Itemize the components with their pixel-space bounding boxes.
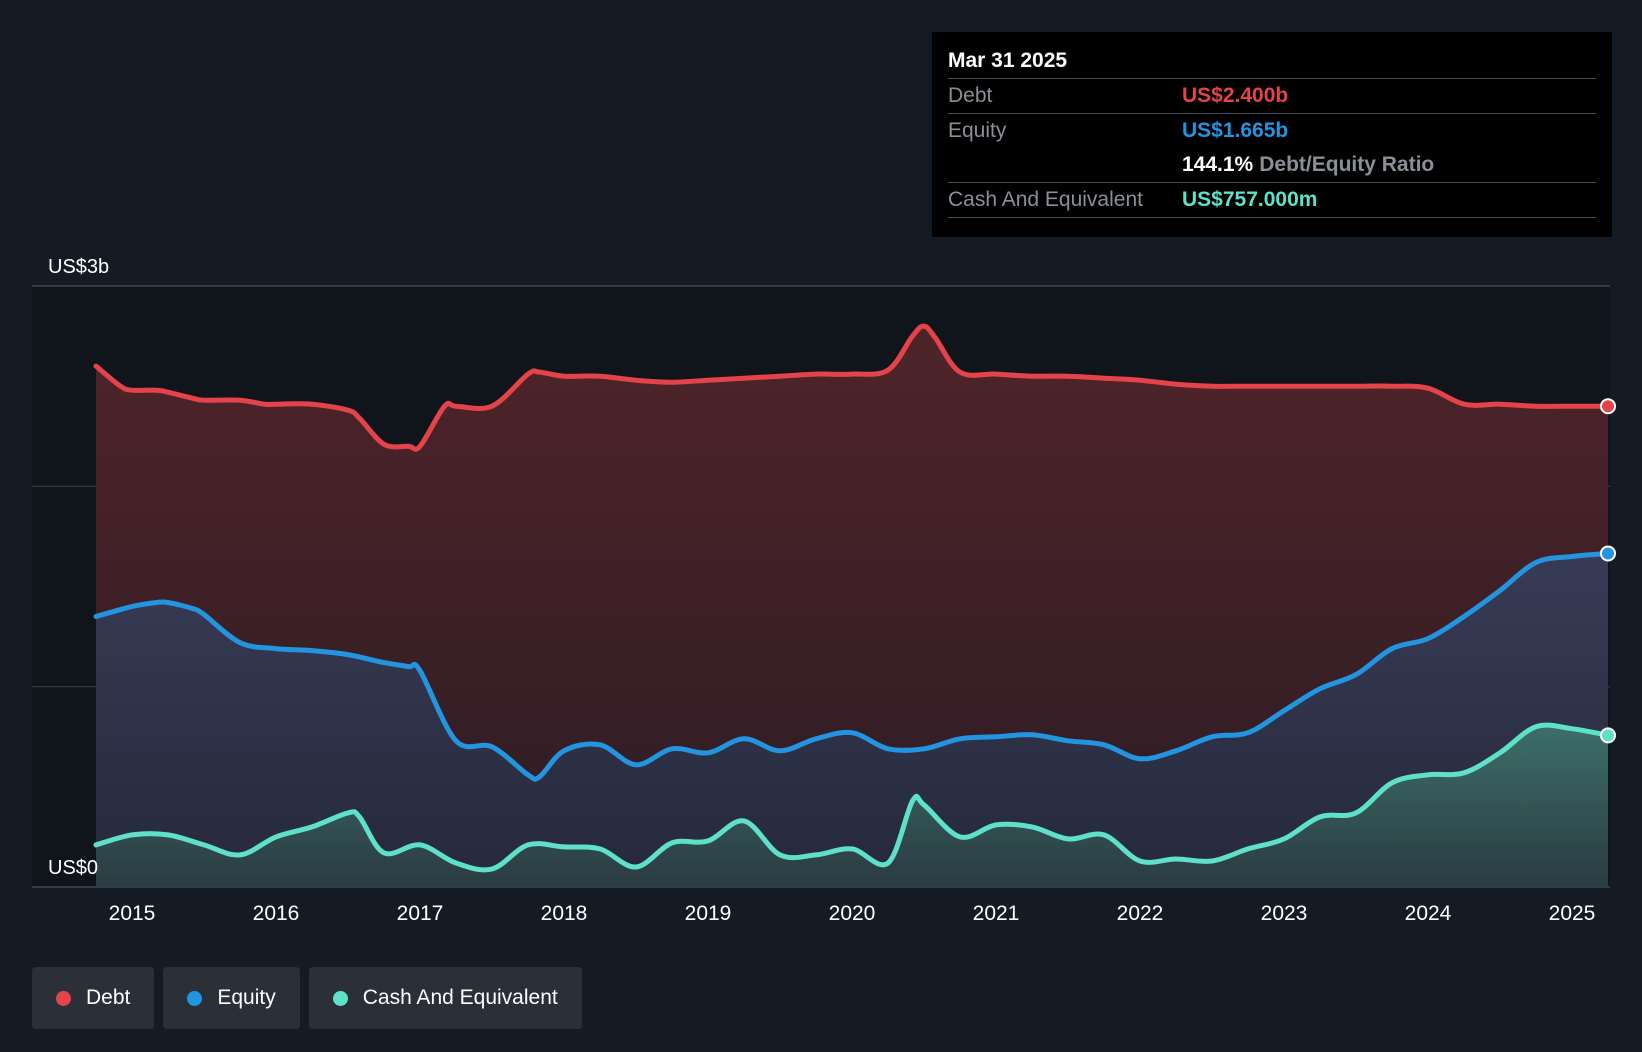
tooltip-debt-value: US$2.400b [1182,84,1289,107]
equity-line [93,550,1611,782]
equity-end-point [1600,545,1616,562]
y-tick-label: US$0 [48,857,98,879]
tooltip-ratio-label: Debt/Equity Ratio [1259,153,1435,176]
tooltip-row-equity: Equity US$1.665b [948,113,1596,148]
x-tick-label: 2017 [397,902,444,925]
legend-item-equity[interactable]: Equity [163,967,300,1029]
tooltip-cash-label: Cash And Equivalent [948,188,1143,211]
debt-end-point [1600,398,1616,415]
x-tick-label: 2020 [829,902,876,925]
cash-end-point [1600,727,1616,744]
x-tick-label: 2022 [1117,902,1164,925]
legend-dot-cash-icon [332,990,348,1006]
x-tick-label: 2023 [1261,902,1308,925]
tooltip-row-debt: Debt US$2.400b [948,78,1596,113]
legend-label-equity: Equity [217,986,276,1009]
tooltip-ratio-value: 144.1% [1182,153,1254,176]
tooltip: Mar 31 2025 Debt US$2.400b Equity US$1.6… [932,32,1612,237]
tooltip-cash-value: US$757.000m [1182,188,1318,211]
tooltip-equity-value: US$1.665b [1182,119,1289,142]
equity-area [96,553,1608,887]
tooltip-equity-label: Equity [948,119,1007,142]
x-tick-label: 2021 [973,902,1020,925]
tooltip-ratio: 144.1% Debt/Equity Ratio [1182,148,1434,182]
tooltip-date: Mar 31 2025 [948,49,1068,72]
legend-dot-debt-icon [56,990,71,1006]
x-tick-label: 2015 [109,902,156,925]
x-tick-label: 2025 [1549,902,1596,925]
debt-line [93,323,1611,452]
cash-line [93,722,1611,873]
cash-area [96,725,1608,887]
legend-item-debt[interactable]: Debt [32,967,155,1029]
x-tick-label: 2019 [685,902,732,925]
legend-label-debt: Debt [86,986,131,1009]
legend-item-cash[interactable]: Cash And Equivalent [308,967,582,1029]
x-tick-label: 2018 [541,902,588,925]
tooltip-row-cash: Cash And Equivalent US$757.000m [948,182,1596,218]
x-tick-label: 2024 [1405,902,1452,925]
legend-dot-equity-icon [187,990,203,1006]
y-tick-label: US$3b [48,256,109,278]
tooltip-row-ratio: 144.1% Debt/Equity Ratio [948,148,1596,182]
x-tick-label: 2016 [253,902,300,925]
legend-label-cash: Cash And Equivalent [362,986,558,1009]
legend: Debt Equity Cash And Equivalent [32,967,582,1029]
tooltip-debt-label: Debt [948,84,993,107]
